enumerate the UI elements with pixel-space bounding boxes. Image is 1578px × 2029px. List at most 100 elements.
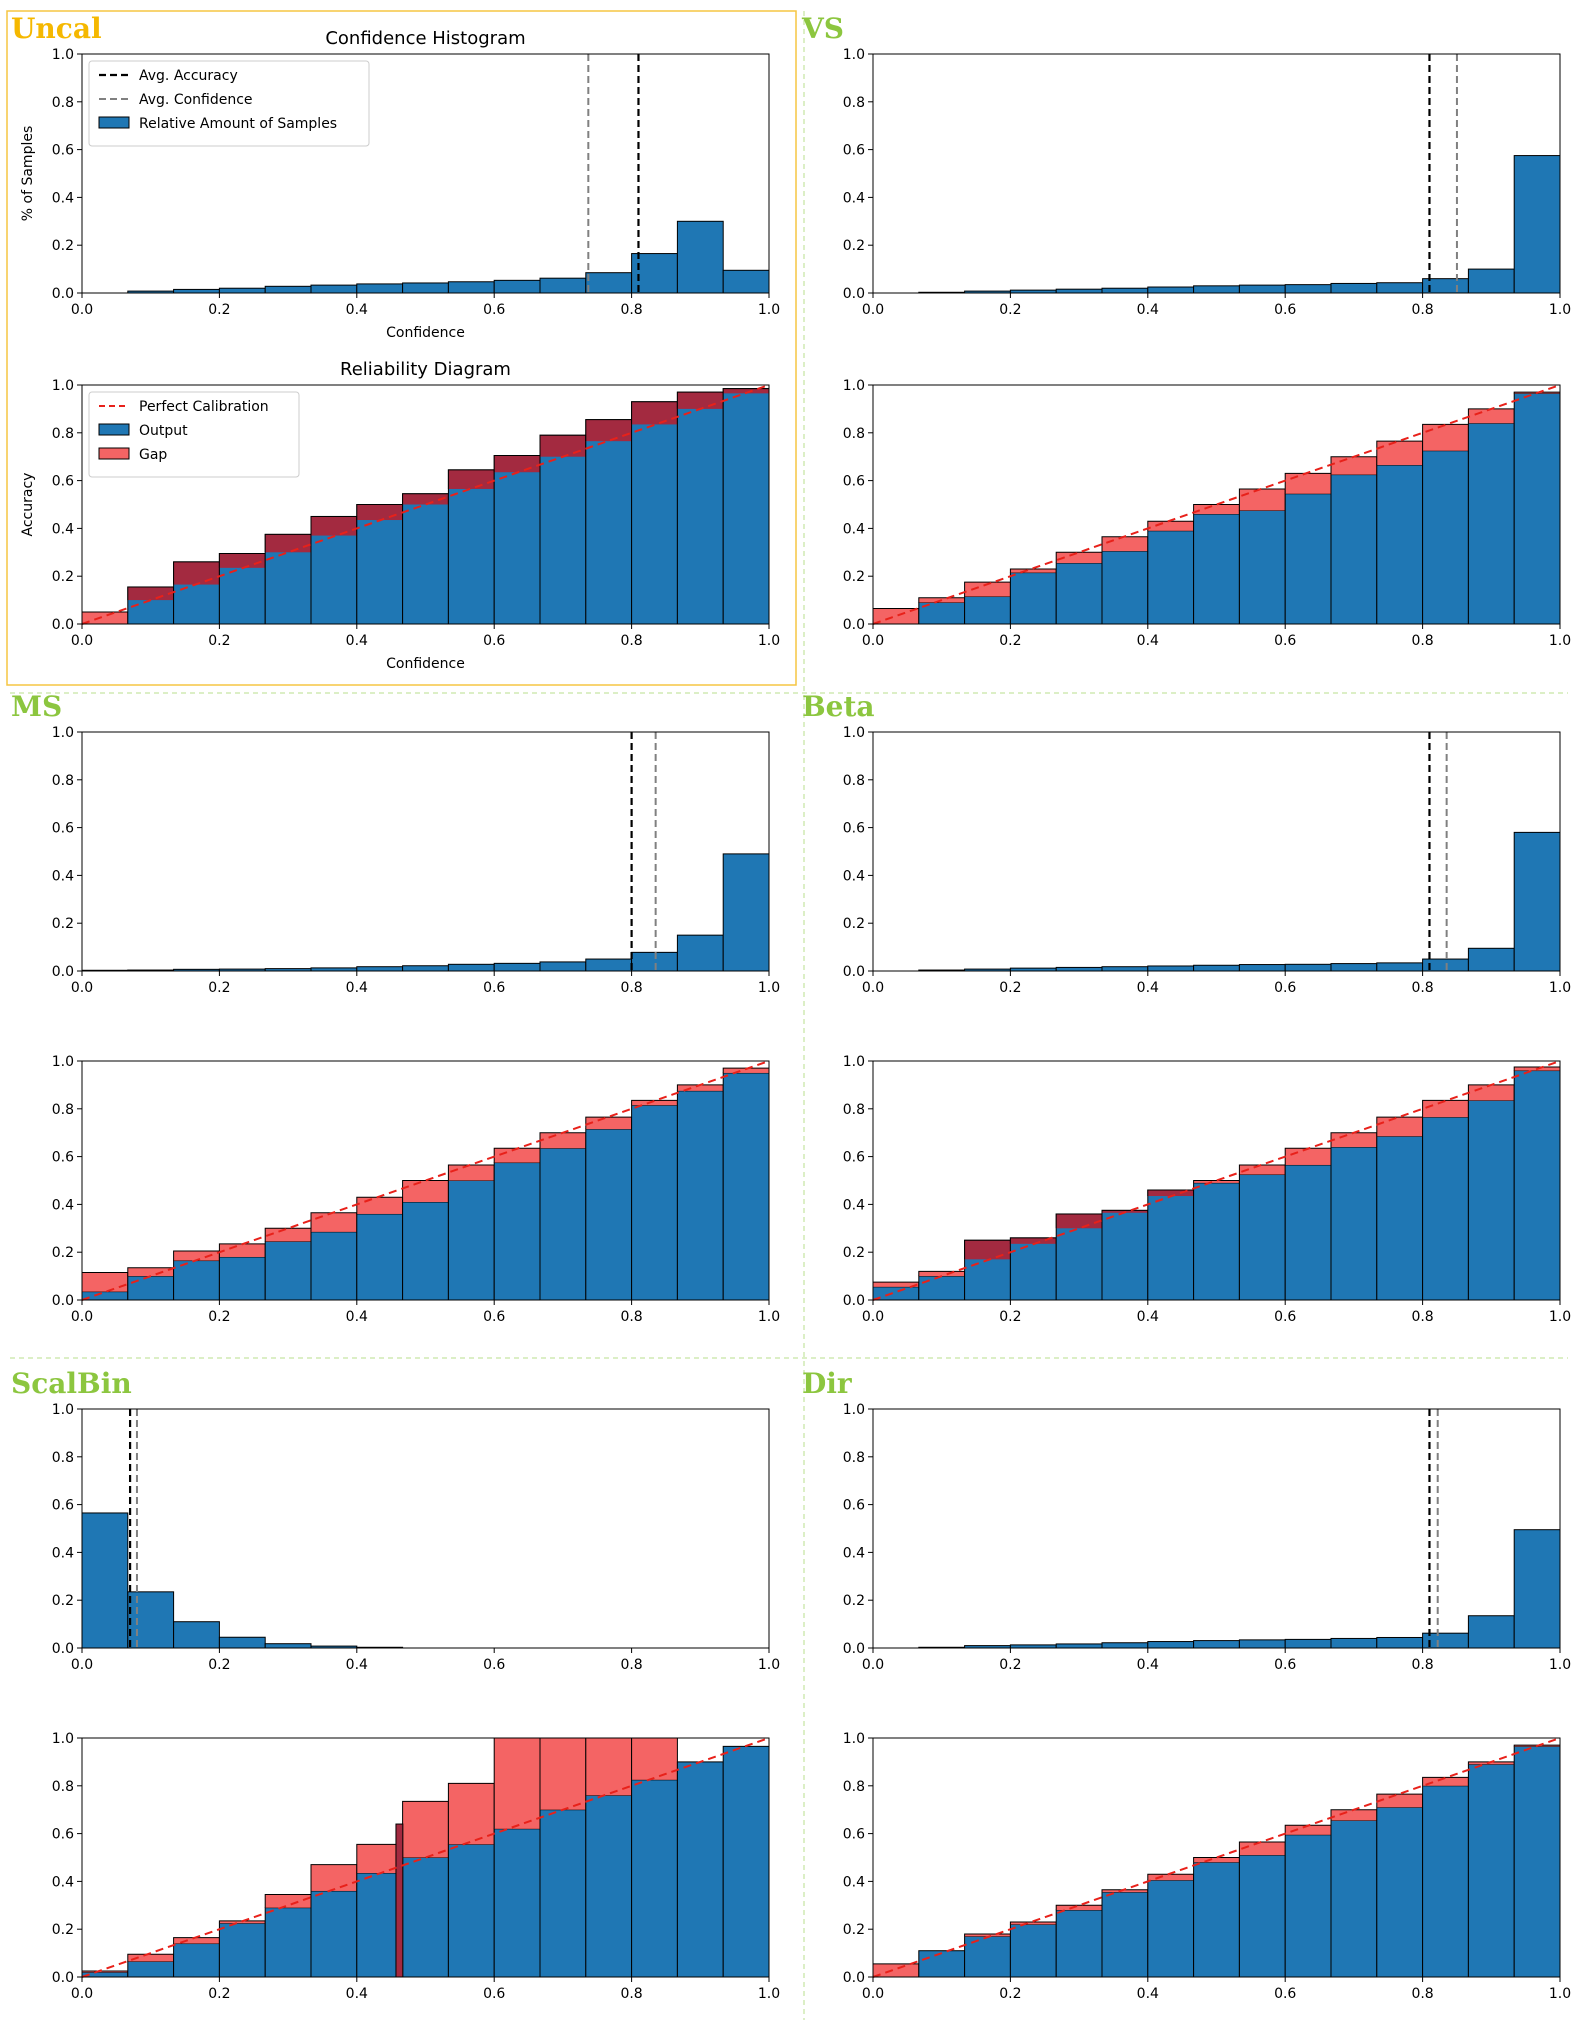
ms-output-bar bbox=[402, 1201, 449, 1301]
vs-hist-bar bbox=[1376, 282, 1424, 294]
beta-output-bar bbox=[1147, 1189, 1195, 1301]
vs-hist-bar bbox=[1513, 155, 1561, 294]
scalbin-gap-bar bbox=[402, 1801, 449, 1858]
scalbin-output-bar bbox=[631, 1779, 678, 1978]
beta-gap-bar bbox=[964, 1240, 1011, 1260]
scalbin-gap-bar bbox=[82, 1971, 128, 1973]
ms-perfect-calibration-line bbox=[81, 1060, 770, 1301]
scalbin-hist-frame bbox=[81, 1408, 770, 1649]
dir-output-bar bbox=[1009, 1923, 1057, 1978]
scalbin-output-bar bbox=[127, 1960, 175, 1978]
beta-gap-bar bbox=[1331, 1132, 1377, 1148]
scalbin-hist-xtick-label: 0.8 bbox=[620, 1657, 642, 1673]
uncal-rel-ytick-label: 1.0 bbox=[52, 378, 74, 394]
beta-gap-bar bbox=[1422, 1100, 1469, 1118]
ms-rel-xtick-label: 0.2 bbox=[208, 1309, 230, 1325]
vs-output-bar bbox=[1193, 513, 1240, 625]
dir-rel-ytick-label: 0.2 bbox=[843, 1922, 865, 1938]
ms-output-bar bbox=[356, 1213, 404, 1301]
ms-hist-ytick-label: 0.6 bbox=[52, 821, 74, 837]
scalbin-gap-bar bbox=[494, 1738, 540, 1829]
beta-rel-xtick-label: 0.2 bbox=[999, 1309, 1021, 1325]
beta-rel-xtick-label: 0.6 bbox=[1274, 1309, 1296, 1325]
ms-rel-ytick-label: 1.0 bbox=[52, 1054, 74, 1070]
dir-hist-ytick-label: 0.4 bbox=[843, 1545, 865, 1561]
uncal-rel-xlabel: Confidence bbox=[386, 656, 465, 672]
ms-output-bar bbox=[127, 1275, 175, 1301]
ms-gap-bar bbox=[402, 1180, 449, 1203]
beta-gap-bar bbox=[1468, 1084, 1515, 1101]
uncal-rel-xtick-label: 0.8 bbox=[620, 633, 642, 649]
scalbin-output-bar bbox=[356, 1872, 404, 1978]
ms-gap-bar bbox=[540, 1132, 586, 1149]
ms-gap-bar bbox=[723, 1068, 769, 1073]
dir-output-bar bbox=[1147, 1879, 1195, 1978]
vs-hist-xtick-label: 0.4 bbox=[1137, 302, 1159, 318]
scalbin-hist-ytick-label: 0.2 bbox=[52, 1593, 74, 1609]
beta-hist-bar bbox=[1284, 963, 1332, 972]
dir-hist-bar bbox=[1376, 1636, 1424, 1649]
scalbin-hist-ytick-label: 0.0 bbox=[52, 1641, 74, 1657]
uncal-hist-xtick-label: 0.0 bbox=[71, 302, 93, 318]
dir-output-bar bbox=[1330, 1819, 1378, 1978]
beta-rel-ytick-label: 0.4 bbox=[843, 1197, 865, 1213]
beta-output-bar bbox=[1330, 1146, 1378, 1301]
ms-hist-frame bbox=[81, 731, 770, 972]
vs-hist-bar bbox=[1467, 268, 1515, 294]
scalbin-hist-xtick-label: 0.2 bbox=[208, 1657, 230, 1673]
uncal-hist-ytick-label: 0.2 bbox=[52, 238, 74, 254]
beta-gap-bar bbox=[1147, 1190, 1194, 1197]
dir-output-bar bbox=[1055, 1909, 1103, 1978]
ms-panel: MS0.00.00.20.20.40.40.60.60.80.81.01.00.… bbox=[11, 690, 780, 1325]
uncal-hist-bar bbox=[173, 288, 220, 294]
dir-hist-xtick-label: 0.4 bbox=[1137, 1657, 1159, 1673]
ms-output-bar bbox=[264, 1240, 312, 1301]
ms-output-bar bbox=[631, 1104, 678, 1301]
ms-hist-bar bbox=[676, 934, 724, 972]
uncal-rel-frame bbox=[81, 384, 770, 625]
uncal-output-bar bbox=[631, 401, 678, 625]
uncal-hist-title: Confidence Histogram bbox=[325, 28, 525, 49]
uncal-rel-xtick-label: 0.6 bbox=[483, 633, 505, 649]
ms-output-bar bbox=[81, 1291, 129, 1301]
dir-gap-bar bbox=[964, 1933, 1011, 1937]
uncal-hist-ytick-label: 0.8 bbox=[52, 95, 74, 111]
dir-hist-xtick-label: 0.6 bbox=[1274, 1657, 1296, 1673]
ms-gap-bar bbox=[585, 1117, 632, 1130]
beta-hist-ytick-label: 1.0 bbox=[843, 725, 865, 741]
dir-hist-bar bbox=[1330, 1637, 1378, 1649]
scalbin-rel-xtick-label: 0.0 bbox=[71, 1986, 93, 2002]
dir-rel-xtick-label: 0.6 bbox=[1274, 1986, 1296, 2002]
dir-gap-bar bbox=[1331, 1809, 1377, 1821]
dir-output-bar bbox=[1513, 1745, 1561, 1978]
beta-hist-ytick-label: 0.4 bbox=[843, 868, 865, 884]
dir-rel-frame bbox=[872, 1737, 1561, 1978]
ms-gap-bar bbox=[448, 1164, 495, 1181]
uncal-hist-ytick-label: 0.4 bbox=[52, 190, 74, 206]
scalbin-rel-frame bbox=[81, 1737, 770, 1978]
legend-perfect-calibration-label: Perfect Calibration bbox=[139, 399, 269, 415]
uncal-hist-bar bbox=[722, 269, 770, 294]
beta-hist-bar bbox=[1147, 965, 1195, 972]
ms-hist-xtick-label: 0.2 bbox=[208, 980, 230, 996]
dir-hist-bar bbox=[1055, 1643, 1103, 1649]
scalbin-output-bar bbox=[585, 1794, 633, 1978]
beta-hist-ytick-label: 0.8 bbox=[843, 773, 865, 789]
dir-gap-bar bbox=[1239, 1841, 1286, 1856]
ms-hist-ytick-label: 1.0 bbox=[52, 725, 74, 741]
dir-hist-frame bbox=[872, 1408, 1561, 1649]
ms-hist-ytick-label: 0.8 bbox=[52, 773, 74, 789]
dir-hist-ytick-label: 0.8 bbox=[843, 1450, 865, 1466]
beta-output-bar bbox=[1193, 1182, 1240, 1301]
vs-output-bar bbox=[1284, 493, 1332, 625]
vs-gap-bar bbox=[964, 582, 1011, 597]
scalbin-hist-bar bbox=[218, 1636, 266, 1649]
uncal-gap-bar bbox=[494, 455, 540, 473]
vs-rel-frame bbox=[872, 384, 1561, 625]
beta-output-bar bbox=[1284, 1164, 1332, 1301]
vs-hist-bar bbox=[1055, 288, 1103, 294]
legend-samples-label: Relative Amount of Samples bbox=[139, 116, 337, 132]
vs-output-bar bbox=[1467, 422, 1515, 625]
vs-rel-xtick-label: 0.0 bbox=[862, 633, 884, 649]
